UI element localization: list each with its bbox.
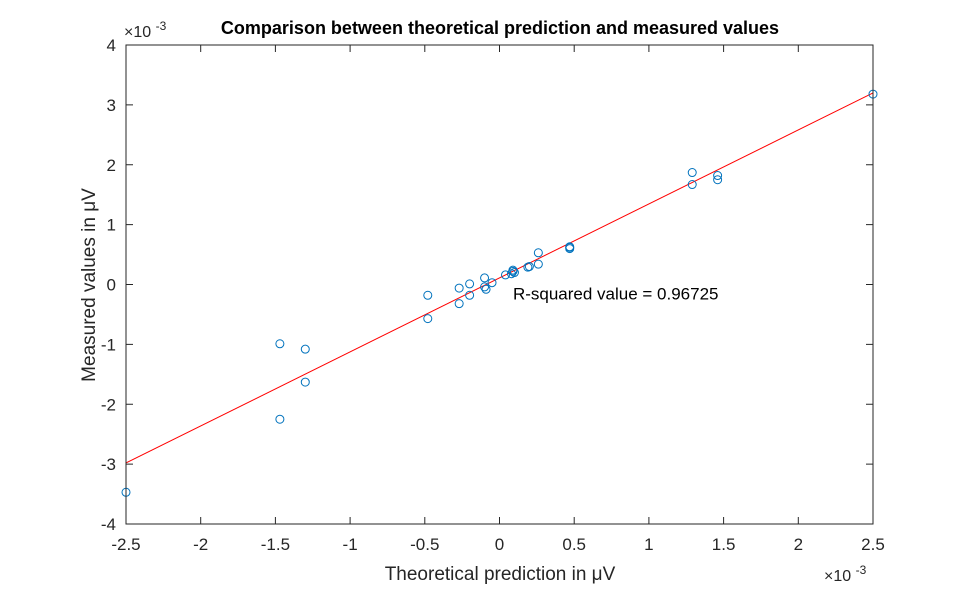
data-point: [687, 180, 697, 190]
data-point: [533, 248, 543, 258]
y-tick-label: -4: [101, 515, 116, 534]
data-point: [713, 171, 723, 181]
y-tick-label: 2: [107, 156, 116, 175]
data-point: [423, 290, 433, 300]
data-point: [524, 262, 534, 272]
y-axis-multiplier: ×10 -3: [124, 19, 167, 41]
fit-line: [125, 92, 874, 464]
x-tick-label: -2.5: [111, 535, 140, 554]
data-point: [465, 279, 475, 289]
x-multiplier-exponent: -3: [856, 563, 867, 577]
data-point: [509, 268, 519, 278]
x-axis-label: Theoretical prediction in μV: [385, 564, 616, 585]
data-point: [533, 259, 543, 269]
x-tick-label: 1.5: [712, 535, 736, 554]
data-point: [500, 270, 510, 280]
x-tick-label: -1: [343, 535, 358, 554]
x-tick-label: 2.5: [861, 535, 885, 554]
data-point: [508, 265, 518, 275]
y-tick-label: 1: [107, 216, 116, 235]
data-point: [487, 278, 497, 288]
data-point: [300, 377, 310, 387]
data-point: [687, 168, 697, 178]
y-tick-label: -2: [101, 395, 116, 414]
x-tick-label: 0.5: [562, 535, 586, 554]
chart-title: Comparison between theoretical predictio…: [221, 18, 779, 38]
data-point: [713, 175, 723, 185]
y-tick-label: -1: [101, 335, 116, 354]
ticks-layer: -2.5 -2 -1.5 -1 -0.5 0 0.5 1 1.5 2 2.5 -4 -3 -2 -1 0 1 2 3…: [101, 36, 885, 554]
y-tick-label: 0: [107, 276, 116, 295]
x-tick-label: 2: [794, 535, 803, 554]
x-tick-label: -1.5: [261, 535, 290, 554]
r-squared-annotation: R-squared value = 0.96725: [513, 284, 719, 303]
fit-line-layer: [125, 92, 874, 464]
plot-area: [126, 45, 873, 524]
x-tick-label: -2: [193, 535, 208, 554]
data-point: [423, 314, 433, 324]
y-tick-label: 4: [107, 36, 116, 55]
data-point: [465, 290, 475, 300]
x-axis-multiplier: ×10 -3: [824, 563, 867, 585]
x-tick-label: -0.5: [410, 535, 439, 554]
data-point: [300, 344, 310, 354]
data-point: [454, 299, 464, 309]
x-tick-label: 0: [495, 535, 504, 554]
data-point: [480, 273, 490, 283]
x-multiplier-base: ×10: [824, 568, 851, 585]
y-multiplier-exponent: -3: [156, 19, 167, 33]
y-tick-label: -3: [101, 455, 116, 474]
y-multiplier-base: ×10: [124, 24, 151, 41]
data-point: [565, 242, 575, 252]
y-tick-label: 3: [107, 96, 116, 115]
data-point: [454, 283, 464, 293]
data-point: [275, 414, 285, 424]
data-point: [275, 339, 285, 349]
data-point: [481, 284, 491, 294]
data-point: [480, 282, 490, 292]
y-axis-label: Measured values in μV: [79, 188, 100, 382]
x-tick-label: 1: [644, 535, 653, 554]
